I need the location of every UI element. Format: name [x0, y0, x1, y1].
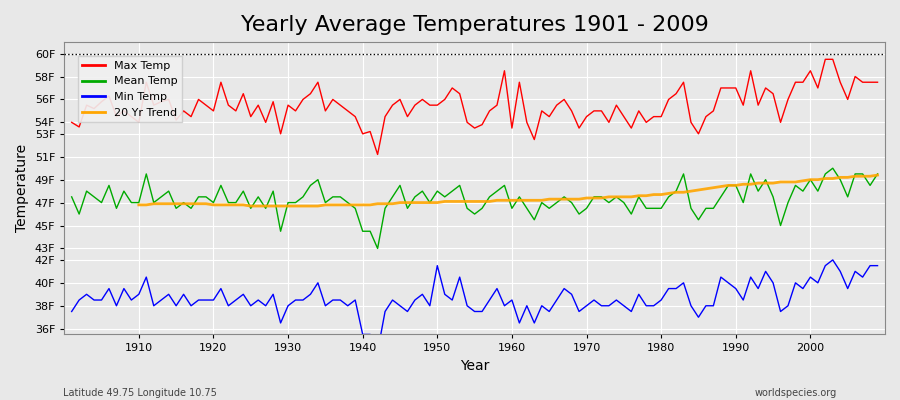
Title: Yearly Average Temperatures 1901 - 2009: Yearly Average Temperatures 1901 - 2009 [240, 15, 708, 35]
Text: Latitude 49.75 Longitude 10.75: Latitude 49.75 Longitude 10.75 [63, 388, 217, 398]
Legend: Max Temp, Mean Temp, Min Temp, 20 Yr Trend: Max Temp, Mean Temp, Min Temp, 20 Yr Tre… [78, 56, 182, 122]
Y-axis label: Temperature: Temperature [15, 144, 29, 232]
Text: worldspecies.org: worldspecies.org [755, 388, 837, 398]
X-axis label: Year: Year [460, 359, 490, 373]
